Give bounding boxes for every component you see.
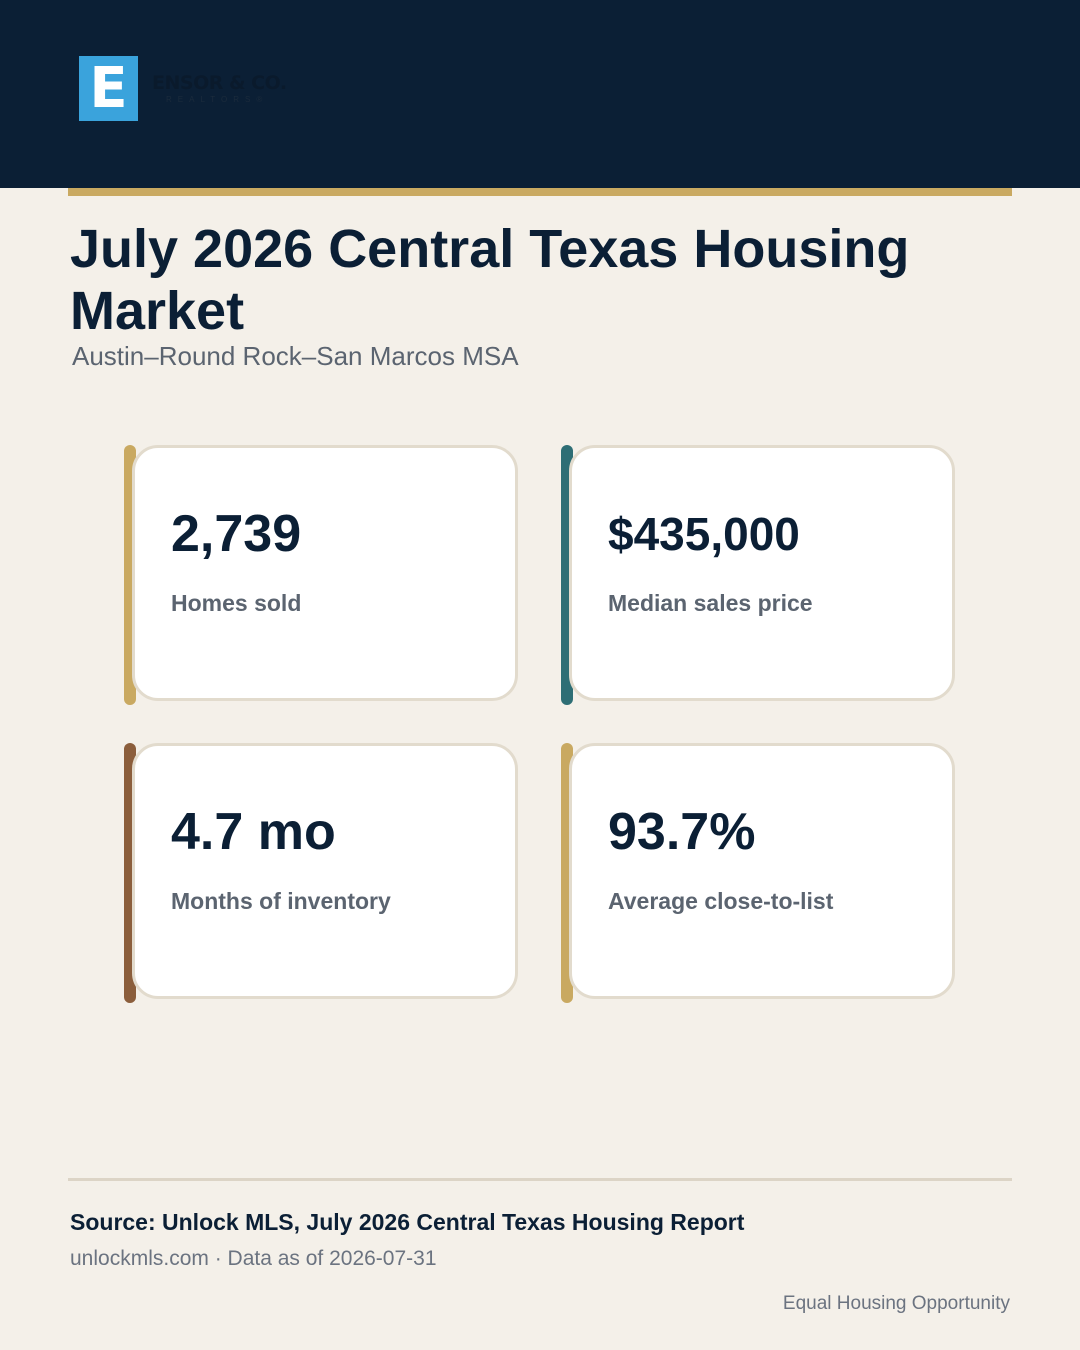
header-banner: E ENSOR & CO. REALTORS®	[0, 0, 1080, 188]
logo-text: ENSOR & CO. REALTORS®	[152, 72, 287, 106]
brand-tagline: REALTORS®	[166, 94, 269, 104]
source-meta: unlockmls.com · Data as of 2026-07-31	[70, 1247, 437, 1270]
brand-name: ENSOR & CO.	[152, 71, 287, 94]
stat-value: 93.7%	[608, 803, 756, 861]
stat-card-months-inventory: 4.7 mo Months of inventory	[132, 743, 518, 999]
stat-card-homes-sold: 2,739 Homes sold	[132, 445, 518, 701]
stat-value: $435,000	[608, 508, 800, 560]
gold-divider	[68, 188, 1012, 196]
stat-value: 2,739	[171, 505, 302, 563]
stat-label: Average close-to-list	[608, 888, 834, 914]
stat-label: Months of inventory	[171, 888, 391, 914]
stat-label: Homes sold	[171, 590, 302, 616]
equal-housing-notice: Equal Housing Opportunity	[782, 1293, 1010, 1314]
brand-logo[interactable]: E ENSOR & CO. REALTORS®	[79, 56, 287, 121]
footer-divider	[68, 1178, 1012, 1181]
stat-card-median-price: $435,000 Median sales price	[569, 445, 955, 701]
stat-label: Median sales price	[608, 590, 813, 616]
stat-card-close-to-list: 93.7% Average close-to-list	[569, 743, 955, 999]
page-subtitle: Austin–Round Rock–San Marcos MSA	[72, 341, 519, 371]
page-title: July 2026 Central Texas Housing Market	[70, 219, 910, 341]
stat-value: 4.7 mo	[171, 803, 336, 861]
logo-mark-icon: E	[79, 56, 138, 121]
source-citation: Source: Unlock MLS, July 2026 Central Te…	[70, 1209, 745, 1235]
